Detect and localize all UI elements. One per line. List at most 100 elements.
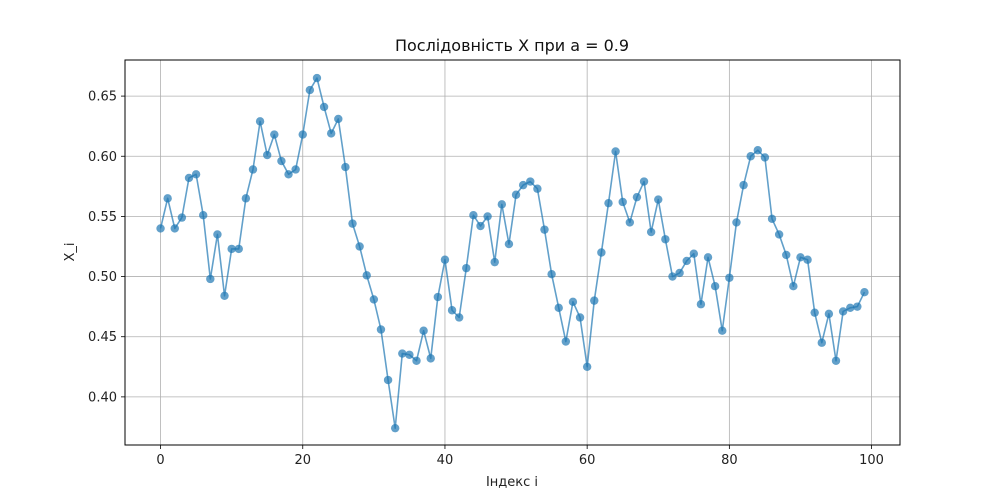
data-point	[575, 313, 585, 322]
data-point	[732, 218, 741, 227]
data-point	[533, 184, 542, 193]
data-point	[227, 244, 236, 254]
data-point	[369, 295, 379, 304]
data-point	[348, 219, 357, 228]
data-point	[547, 269, 556, 279]
data-point	[739, 180, 748, 190]
data-point	[426, 354, 435, 363]
data-point	[476, 221, 485, 231]
data-point	[632, 192, 642, 202]
data-point	[490, 257, 499, 267]
data-point	[191, 170, 201, 179]
data-point	[590, 296, 599, 305]
data-point	[661, 235, 670, 244]
data-point	[817, 338, 826, 347]
data-point	[447, 306, 457, 315]
data-point	[789, 281, 798, 291]
y-axis-label: X_i	[63, 242, 78, 261]
data-point	[390, 423, 400, 433]
data-point	[846, 303, 855, 313]
data-point	[376, 325, 386, 334]
plot-frame	[124, 59, 901, 446]
data-point	[483, 212, 492, 221]
data-point	[199, 211, 208, 220]
data-point	[291, 165, 300, 174]
series-points	[156, 73, 869, 433]
y-tick-label: 0.60	[88, 150, 117, 165]
data-point	[270, 130, 279, 139]
x-tick-label: 20	[294, 453, 311, 468]
data-point	[419, 326, 428, 335]
x-axis-ticks: 0 20 40 60 80 100	[156, 445, 884, 468]
data-point	[355, 242, 364, 251]
data-point	[312, 73, 322, 83]
data-point	[518, 180, 528, 190]
plot-area	[125, 60, 900, 445]
data-point	[860, 288, 869, 297]
data-point	[255, 117, 265, 126]
data-point	[526, 177, 535, 186]
data-point	[782, 250, 791, 260]
data-point	[682, 256, 691, 266]
data-point	[561, 337, 571, 346]
data-point	[746, 152, 755, 161]
data-point	[718, 326, 727, 335]
data-point	[248, 165, 258, 174]
data-point	[774, 230, 784, 239]
data-point	[639, 177, 649, 186]
data-point	[597, 248, 606, 257]
data-point	[334, 114, 343, 124]
data-point	[497, 200, 507, 209]
data-point	[611, 147, 620, 156]
data-point	[540, 225, 549, 234]
data-point	[689, 249, 699, 258]
data-point	[213, 230, 222, 239]
data-point	[412, 356, 421, 365]
data-point	[767, 214, 777, 224]
data-point	[462, 263, 471, 273]
data-point	[405, 350, 414, 359]
y-axis-ticks: 0.40 0.45 0.50 0.55 0.60 0.65	[88, 90, 125, 405]
data-point	[582, 362, 592, 371]
data-point	[810, 308, 819, 317]
data-point	[454, 313, 464, 322]
data-point	[646, 227, 656, 237]
data-point	[277, 156, 286, 166]
data-point	[170, 224, 179, 233]
data-point	[668, 272, 677, 281]
data-point	[753, 146, 762, 155]
data-point	[440, 255, 450, 264]
data-point	[675, 268, 684, 278]
data-point	[234, 244, 243, 254]
data-point	[511, 190, 521, 199]
data-point	[853, 302, 862, 311]
data-point	[184, 173, 194, 183]
data-point	[362, 271, 371, 280]
data-point	[177, 213, 187, 222]
x-tick-label: 100	[859, 453, 884, 468]
data-point	[341, 162, 350, 172]
data-point	[625, 218, 635, 227]
chart-title: Послідовність X при a = 0.9	[395, 36, 629, 55]
series-line	[159, 77, 866, 429]
data-point	[326, 129, 336, 138]
series-line-layer	[159, 77, 866, 429]
data-point	[220, 291, 229, 301]
data-point	[796, 253, 805, 262]
x-tick-label: 60	[579, 453, 596, 468]
data-point	[838, 307, 848, 316]
data-point	[696, 300, 706, 309]
x-tick-label: 80	[721, 453, 738, 468]
y-tick-label: 0.40	[88, 390, 117, 405]
data-point	[760, 153, 770, 162]
data-point	[263, 150, 272, 160]
data-point	[469, 211, 478, 220]
x-tick-label: 40	[437, 453, 454, 468]
data-point	[725, 273, 734, 282]
data-point	[703, 253, 713, 262]
data-point	[831, 356, 841, 365]
data-point	[568, 297, 578, 307]
data-point	[618, 197, 627, 207]
data-point	[319, 102, 329, 112]
